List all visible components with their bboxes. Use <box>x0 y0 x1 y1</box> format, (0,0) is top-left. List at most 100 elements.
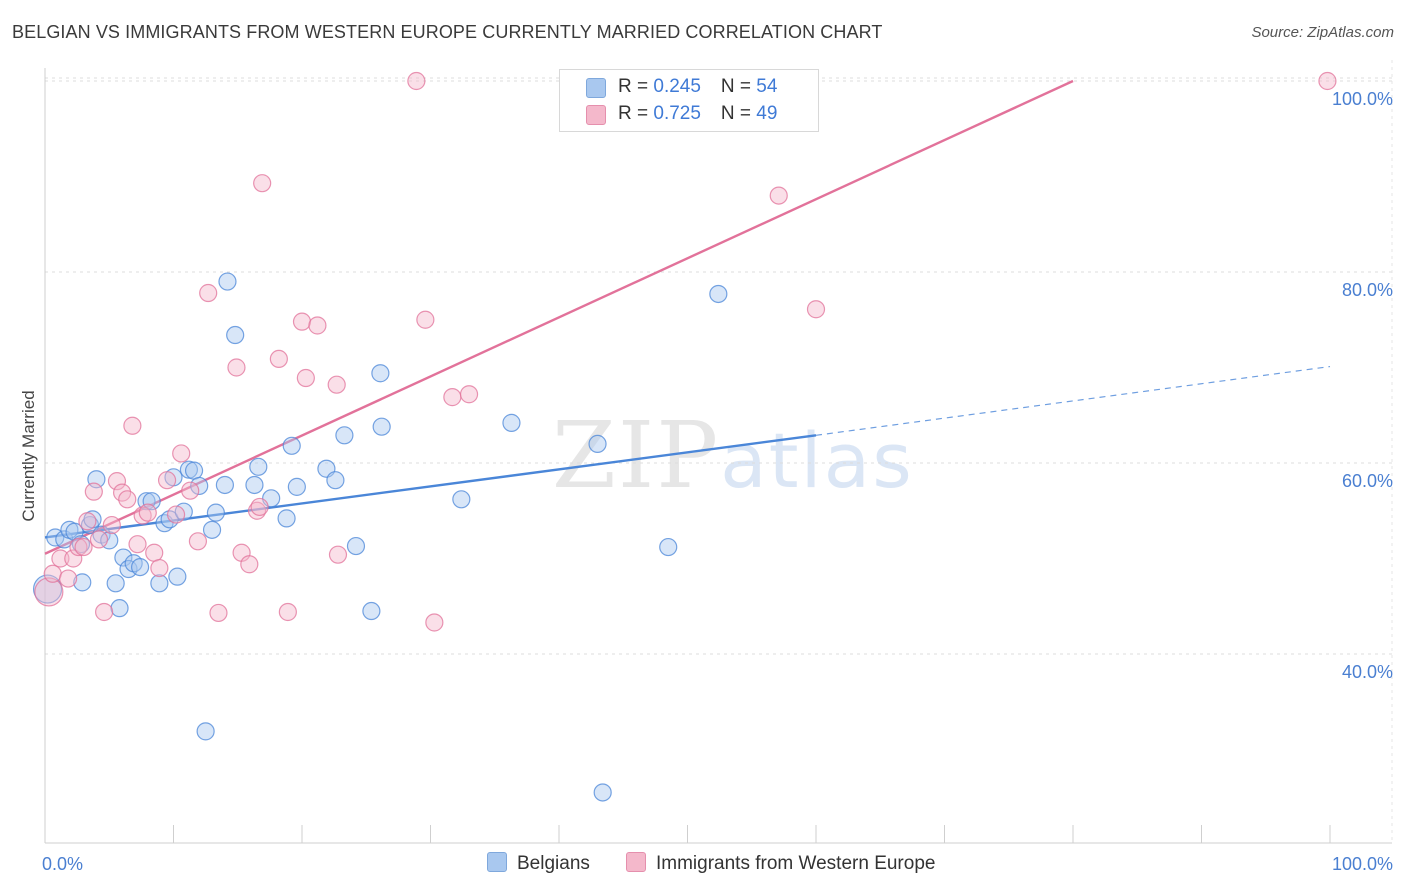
belgians-point <box>73 573 92 592</box>
belgians-point <box>282 436 301 455</box>
bottom-legend-label-belgians: Belgians <box>517 853 590 874</box>
watermark: ZIPatlas <box>552 402 914 509</box>
legend-r-label: R = <box>618 76 654 97</box>
belgians-point <box>202 520 222 539</box>
bottom-legend-label-immigrants: Immigrants from Western Europe <box>656 853 936 874</box>
legend-r-label: R = <box>618 103 654 124</box>
y-tick-label: 60.0% <box>1342 471 1393 491</box>
immigrants-point <box>269 349 288 369</box>
belgians-point <box>659 537 678 557</box>
belgians-point <box>110 599 129 618</box>
immigrants-point <box>107 472 127 491</box>
belgians-point <box>196 722 215 741</box>
immigrants-point <box>89 530 109 549</box>
y-tick-label: 100.0% <box>1332 89 1393 109</box>
immigrants-point <box>328 545 348 564</box>
belgians-point <box>130 557 150 577</box>
belgians-point <box>215 475 234 495</box>
immigrants-trend-line <box>44 79 1074 555</box>
immigrants-point <box>69 537 88 557</box>
immigrants-point <box>138 503 157 522</box>
belgians-point <box>593 783 612 802</box>
immigrants-point <box>1318 71 1337 91</box>
belgians-point <box>452 490 471 509</box>
legend-n-label: N = <box>720 103 757 124</box>
immigrants-point <box>95 602 114 622</box>
bottom-legend-belgians: Belgians <box>487 852 590 875</box>
immigrants-point <box>296 368 315 388</box>
immigrants-point <box>188 532 208 551</box>
belgians-point <box>142 492 161 511</box>
belgians-point <box>55 530 74 549</box>
bottom-legend-immigrants: Immigrants from Western Europe <box>626 852 935 875</box>
stats-legend: R = 0.245 N = 54 R = 0.725 N = 49 <box>559 69 819 132</box>
label-layer: 40.0% 60.0% 80.0% 100.0% 0.0% 100.0% <box>42 89 1393 874</box>
immigrants-point <box>292 312 312 331</box>
immigrants-point <box>253 174 272 193</box>
belgians-point <box>190 476 209 496</box>
grid-layer <box>45 60 1393 843</box>
belgians-point <box>179 460 199 479</box>
legend-swatch-belgians <box>586 78 606 98</box>
belgians-point <box>502 413 521 432</box>
axis-layer <box>44 68 1392 844</box>
immigrants-point <box>181 481 200 500</box>
y-tick-label: 80.0% <box>1342 280 1393 300</box>
y-axis-label: Currently Married <box>19 390 38 521</box>
watermark-atlas: atlas <box>720 416 914 505</box>
immigrants-point <box>64 549 83 568</box>
immigrants-point <box>416 310 435 329</box>
belgians-point <box>249 457 268 476</box>
immigrants-point <box>157 471 177 490</box>
immigrants-point <box>84 482 103 501</box>
bottom-legend-swatch-immigrants <box>626 852 646 872</box>
source-label: Source: ZipAtlas.com <box>1251 24 1394 41</box>
immigrants-point <box>43 564 62 583</box>
belgians-point <box>168 567 187 586</box>
chart-title: BELGIAN VS IMMIGRANTS FROM WESTERN EUROP… <box>12 22 883 42</box>
belgians-point <box>335 426 354 445</box>
immigrants-point <box>34 577 64 607</box>
x-tick-label: 100.0% <box>1332 854 1393 874</box>
immigrants-point <box>769 186 788 205</box>
belgians-point <box>114 548 133 567</box>
immigrants-point <box>172 444 191 463</box>
immigrants-point <box>459 385 479 404</box>
immigrants-point <box>806 300 826 319</box>
immigrants-point <box>327 375 346 394</box>
belgians-point <box>226 325 245 345</box>
immigrants-point <box>443 388 462 407</box>
belgians-trend-extension <box>815 365 1331 436</box>
belgians-point <box>709 284 728 304</box>
belgians-point <box>184 461 204 480</box>
belgians-point <box>588 434 607 453</box>
watermark-zip: ZIP <box>552 402 721 509</box>
legend-n-value: 54 <box>756 76 778 97</box>
belgians-trend-line <box>44 434 817 539</box>
legend-r-value: 0.245 <box>653 76 701 97</box>
immigrants-point <box>150 558 169 578</box>
immigrants-point <box>133 506 152 525</box>
belgians-point <box>71 535 91 554</box>
immigrants-point <box>425 613 444 632</box>
immigrants-point <box>227 358 246 377</box>
belgians-point <box>287 477 306 496</box>
legend-n-label: N = <box>720 76 757 97</box>
belgians-point <box>106 574 125 593</box>
immigrants-point <box>118 490 137 509</box>
belgians-point <box>362 601 381 621</box>
immigrants-point <box>128 535 147 554</box>
belgians-point <box>326 471 345 490</box>
immigrants-point <box>250 497 269 517</box>
belgians-point <box>119 559 138 579</box>
x-tick-label: 0.0% <box>42 854 83 874</box>
belgians-point <box>245 475 264 495</box>
trend-layer <box>44 79 1331 555</box>
y-tick-label: 40.0% <box>1342 662 1393 682</box>
belgians-point <box>150 574 169 593</box>
immigrants-point <box>102 515 121 535</box>
immigrants-point <box>51 549 70 568</box>
belgians-point <box>277 509 296 528</box>
immigrants-point <box>74 537 93 557</box>
